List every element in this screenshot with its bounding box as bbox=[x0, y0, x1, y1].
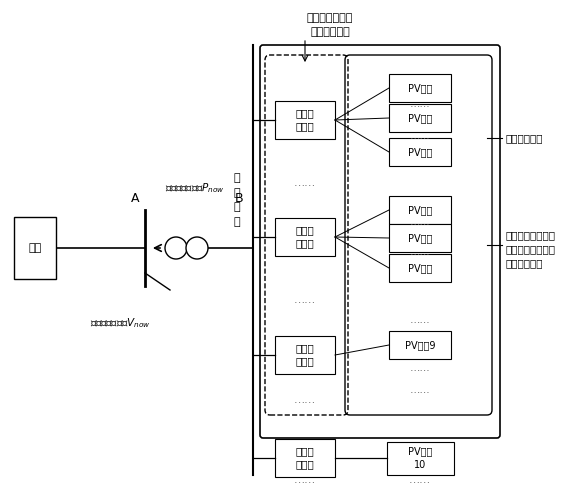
Text: ……: …… bbox=[410, 99, 430, 109]
Text: 某一光伏机群: 某一光伏机群 bbox=[505, 133, 543, 143]
Text: 汇
集
母
线: 汇 集 母 线 bbox=[234, 173, 241, 227]
Text: 逆变器
及控制: 逆变器 及控制 bbox=[296, 344, 315, 367]
Text: 逆变器
及控制: 逆变器 及控制 bbox=[296, 446, 315, 470]
Text: 有光伏阵列等值成: 有光伏阵列等值成 bbox=[505, 244, 555, 254]
Bar bbox=[389, 196, 451, 224]
Text: 逆变器
及控制: 逆变器 及控制 bbox=[296, 225, 315, 248]
Bar bbox=[389, 224, 451, 252]
Bar bbox=[389, 331, 451, 359]
Bar bbox=[389, 138, 451, 166]
Text: A: A bbox=[131, 191, 139, 205]
Bar bbox=[389, 74, 451, 102]
Bar bbox=[275, 101, 335, 139]
Text: ……: …… bbox=[410, 131, 430, 141]
Bar bbox=[275, 439, 335, 477]
Text: ……: …… bbox=[410, 217, 430, 227]
Circle shape bbox=[186, 237, 208, 259]
Text: ……: …… bbox=[410, 315, 430, 325]
Text: 电网: 电网 bbox=[28, 243, 42, 253]
Text: PV阵列: PV阵列 bbox=[408, 83, 432, 93]
Text: PV阵列: PV阵列 bbox=[408, 263, 432, 273]
Bar bbox=[14, 217, 56, 279]
Text: PV阵列
10: PV阵列 10 bbox=[408, 446, 432, 470]
Bar bbox=[386, 442, 454, 474]
Bar bbox=[389, 254, 451, 282]
Text: PV阵列: PV阵列 bbox=[408, 233, 432, 243]
Bar bbox=[275, 336, 335, 374]
Text: ……: …… bbox=[294, 395, 316, 405]
Text: ……: …… bbox=[294, 295, 316, 305]
Text: ……: …… bbox=[294, 178, 316, 188]
Text: 逆变器
及控制: 逆变器 及控制 bbox=[296, 108, 315, 132]
Text: PV阵列: PV阵列 bbox=[408, 147, 432, 157]
Text: 并网点母线电压$V_{now}$: 并网点母线电压$V_{now}$ bbox=[89, 316, 150, 330]
Text: PV阵列9: PV阵列9 bbox=[405, 340, 435, 350]
Text: 并网点有功注入$P_{now}$: 并网点有功注入$P_{now}$ bbox=[165, 181, 225, 195]
Text: 一台光伏阵列: 一台光伏阵列 bbox=[505, 258, 543, 268]
Text: ……: …… bbox=[409, 475, 431, 485]
Text: PV阵列: PV阵列 bbox=[408, 113, 432, 123]
Bar bbox=[275, 218, 335, 256]
Text: 同一群逆变器下所: 同一群逆变器下所 bbox=[505, 230, 555, 240]
Bar bbox=[389, 104, 451, 132]
Text: ……: …… bbox=[410, 363, 430, 373]
Text: ……: …… bbox=[410, 385, 430, 395]
Text: ……: …… bbox=[294, 475, 316, 485]
Text: B: B bbox=[234, 191, 243, 205]
Circle shape bbox=[165, 237, 187, 259]
Text: 一个机群等值成: 一个机群等值成 bbox=[307, 13, 353, 23]
Text: 一台光伏机组: 一台光伏机组 bbox=[310, 27, 350, 37]
Text: PV阵列: PV阵列 bbox=[408, 205, 432, 215]
Text: ……: …… bbox=[410, 247, 430, 257]
